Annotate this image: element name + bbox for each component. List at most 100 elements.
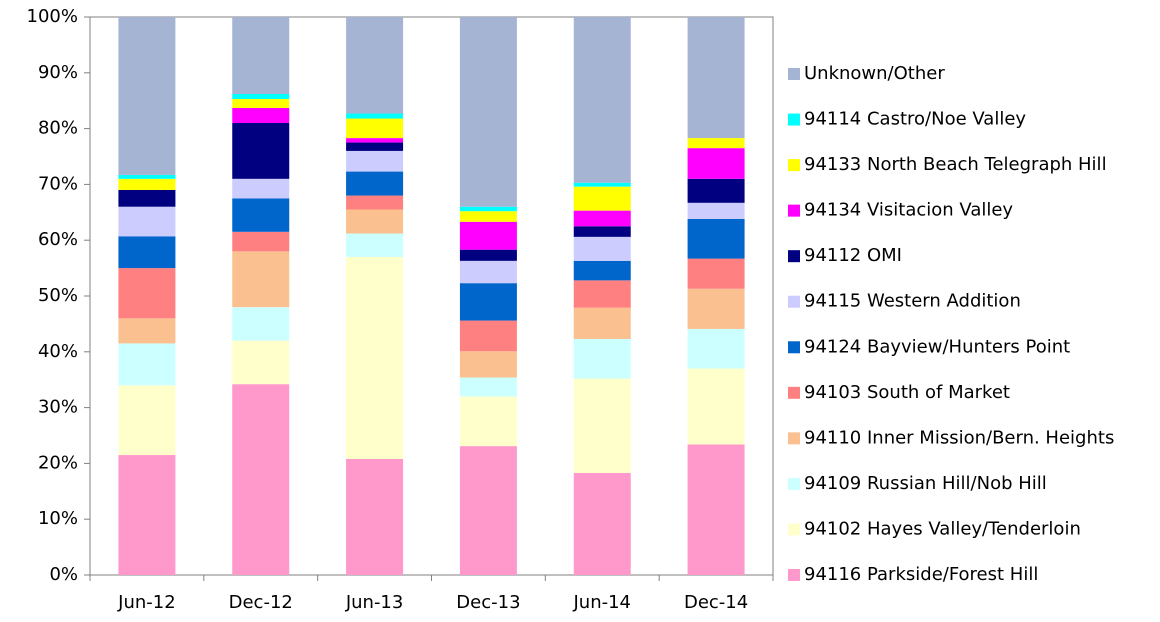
bar-segment — [573, 472, 631, 575]
bar-segment — [118, 268, 176, 319]
y-tick-label: 30% — [38, 397, 78, 418]
y-tick-label: 10% — [38, 508, 78, 529]
bar-segment — [573, 17, 631, 183]
bar-segment — [459, 446, 517, 575]
legend-swatch — [788, 523, 800, 536]
bar-segment — [573, 260, 631, 281]
bar-segment — [459, 283, 517, 321]
bar-segment — [118, 385, 176, 456]
legend-swatch — [788, 250, 800, 263]
legend-swatch — [788, 204, 800, 217]
bar-segment — [459, 377, 517, 397]
y-tick-label: 90% — [38, 62, 78, 83]
bar-segment — [573, 210, 631, 227]
legend-swatch — [788, 159, 800, 172]
bar-segment — [232, 99, 290, 108]
legend-label: Unknown/Other — [804, 63, 945, 84]
bar-segment — [459, 249, 517, 261]
y-tick-label: 50% — [38, 285, 78, 306]
bar-segment — [573, 307, 631, 339]
legend-label: 94116 Parkside/Forest Hill — [804, 564, 1038, 585]
bar-segment — [459, 221, 517, 250]
legend-swatch — [788, 68, 800, 80]
y-tick-label: 100% — [27, 6, 78, 27]
legend-label: 94109 Russian Hill/Nob Hill — [804, 473, 1047, 494]
legend-label: 94115 Western Addition — [804, 291, 1021, 312]
legend-label: 94110 Inner Mission/Bern. Heights — [804, 427, 1114, 448]
bar-segment — [118, 206, 176, 237]
bar-segment — [459, 17, 517, 207]
bar-segment — [687, 258, 745, 289]
legend-label: 94102 Hayes Valley/Tenderloin — [804, 518, 1081, 539]
bar-segment — [346, 113, 404, 119]
bar-segment — [459, 351, 517, 378]
legend-swatch — [788, 341, 800, 354]
bar-segment — [573, 280, 631, 308]
y-tick-label: 60% — [38, 229, 78, 250]
bar-segment — [346, 256, 404, 459]
x-tick-label: Jun-14 — [572, 592, 631, 613]
bar-segment — [573, 378, 631, 473]
bar-segment — [232, 251, 290, 308]
bar-segment — [232, 94, 290, 100]
bar-segment — [573, 338, 631, 379]
bar-segment — [687, 138, 745, 149]
legend-label: 94134 Visitacion Valley — [804, 200, 1013, 221]
bar-segment — [232, 198, 290, 232]
bar-segment — [346, 458, 404, 575]
bar-segment — [118, 343, 176, 386]
bar-segment — [459, 211, 517, 222]
x-tick-label: Jun-13 — [345, 592, 404, 613]
bar-segment — [459, 206, 517, 212]
bar-segment — [459, 320, 517, 352]
bar-segment — [118, 236, 176, 269]
bar-segment — [346, 171, 404, 196]
legend-label: 94124 Bayview/Hunters Point — [804, 336, 1070, 357]
bar-segment — [232, 340, 290, 385]
bar-segment — [687, 148, 745, 179]
bar-segment — [346, 142, 404, 151]
bar-segment — [346, 195, 404, 210]
bar-segment — [346, 233, 404, 257]
bar-segment — [346, 118, 404, 139]
bar-segment — [346, 17, 404, 114]
bar-segment — [232, 231, 290, 252]
y-tick-label: 0% — [49, 564, 78, 585]
bar-segment — [459, 396, 517, 447]
bar-segment — [573, 182, 631, 187]
bar-segment — [118, 455, 176, 575]
bar-segment — [687, 17, 745, 139]
bar-segment — [346, 150, 404, 172]
bar-segment — [118, 318, 176, 344]
bar-segment — [118, 174, 176, 179]
y-tick-label: 80% — [38, 118, 78, 139]
x-tick-label: Dec-14 — [684, 592, 748, 613]
y-tick-label: 20% — [38, 452, 78, 473]
legend-label: 94133 North Beach Telegraph Hill — [804, 154, 1107, 175]
legend-label: 94103 South of Market — [804, 382, 1010, 403]
bar-segment — [573, 186, 631, 211]
legend-swatch — [788, 432, 800, 445]
x-tick-label: Dec-13 — [456, 592, 520, 613]
bar-segment — [346, 209, 404, 234]
legend-swatch — [788, 477, 800, 490]
plot-border — [89, 16, 774, 576]
legend-swatch — [788, 113, 800, 126]
bar-segment — [346, 138, 404, 143]
legend-label: 94114 Castro/Noe Valley — [804, 109, 1026, 130]
bar-segment — [459, 260, 517, 284]
bar-segment — [232, 17, 290, 95]
bar-segment — [687, 328, 745, 369]
bar-segment — [232, 307, 290, 341]
bar-segment — [118, 178, 176, 190]
y-tick-label: 40% — [38, 341, 78, 362]
bar-segment — [687, 178, 745, 203]
bar-segment — [687, 288, 745, 329]
legend-label: 94112 OMI — [804, 245, 902, 266]
bar-segment — [232, 384, 290, 575]
x-tick-label: Jun-12 — [117, 592, 176, 613]
bar-segment — [687, 218, 745, 259]
bar-segment — [118, 189, 176, 207]
bar-segment — [687, 202, 745, 219]
